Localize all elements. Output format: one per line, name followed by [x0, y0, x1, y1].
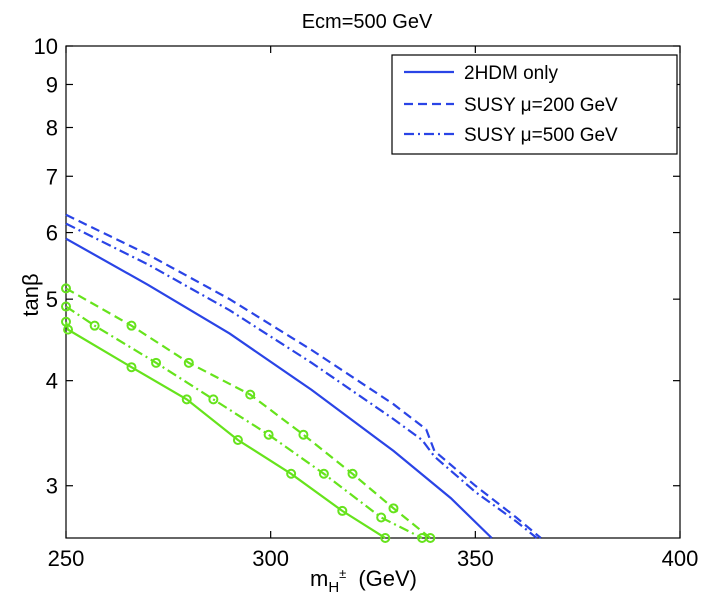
- series-marker: [337, 505, 348, 516]
- x-axis-label: mH± (GeV): [310, 566, 417, 596]
- series-marker: [318, 468, 329, 479]
- series-marker: [181, 394, 192, 405]
- legend-label-2hdm: 2HDM only: [464, 63, 558, 84]
- series-layer: [61, 213, 542, 543]
- series-marker: [89, 320, 100, 331]
- series-marker: [208, 394, 219, 405]
- y-tick-label: 8: [46, 116, 58, 141]
- series-marker: [126, 362, 137, 373]
- series-marker: [286, 468, 297, 479]
- series-marker: [151, 357, 162, 368]
- series-marker: [380, 533, 391, 543]
- series-line-2: [65, 222, 538, 539]
- x-tick-label: 350: [457, 546, 494, 571]
- y-tick-label: 6: [46, 221, 58, 246]
- series-marker: [347, 468, 358, 479]
- chart-title: Ecm=500 GeV: [302, 11, 433, 33]
- legend: 2HDM only SUSY μ=200 GeV SUSY μ=500 GeV: [391, 54, 678, 155]
- y-tick-label: 10: [34, 34, 58, 59]
- x-axis-label-sup: ±: [339, 566, 346, 581]
- series-marker: [61, 283, 71, 294]
- series-line-4: [65, 287, 431, 539]
- x-tick-label: 250: [48, 546, 85, 571]
- series-marker: [298, 429, 309, 440]
- series-marker: [126, 320, 137, 331]
- y-tick-label: 7: [46, 164, 58, 189]
- series-marker: [183, 357, 194, 368]
- legend-label-susy-500: SUSY μ=500 GeV: [464, 125, 618, 146]
- series-marker: [232, 435, 243, 446]
- x-axis-label-sub: H: [328, 579, 339, 596]
- y-tick-label: 5: [46, 287, 58, 312]
- y-axis-label: tanβ: [18, 273, 43, 316]
- series-line-3: [64, 321, 386, 539]
- legend-label-susy-200: SUSY μ=200 GeV: [464, 95, 618, 116]
- y-tick-label: 9: [46, 72, 58, 97]
- series-marker: [388, 503, 399, 514]
- x-axis-label-unit: (GeV): [358, 566, 417, 591]
- x-axis: 250 300 350 400: [48, 46, 699, 571]
- series-marker: [63, 324, 74, 335]
- series-line-5: [65, 305, 423, 539]
- x-axis-label-main: m: [310, 566, 328, 591]
- series-line-1: [65, 213, 542, 539]
- x-tick-label: 300: [252, 546, 289, 571]
- x-tick-label: 400: [662, 546, 699, 571]
- series-line-0: [65, 237, 493, 539]
- series-marker: [376, 512, 387, 523]
- series-marker: [417, 533, 428, 543]
- series-marker: [61, 301, 71, 312]
- series-marker: [263, 429, 274, 440]
- series-marker: [245, 389, 256, 400]
- y-axis: 3 4 5 6 7 8 9 10: [34, 34, 680, 499]
- y-tick-label: 4: [46, 369, 58, 394]
- y-tick-label: 3: [46, 474, 58, 499]
